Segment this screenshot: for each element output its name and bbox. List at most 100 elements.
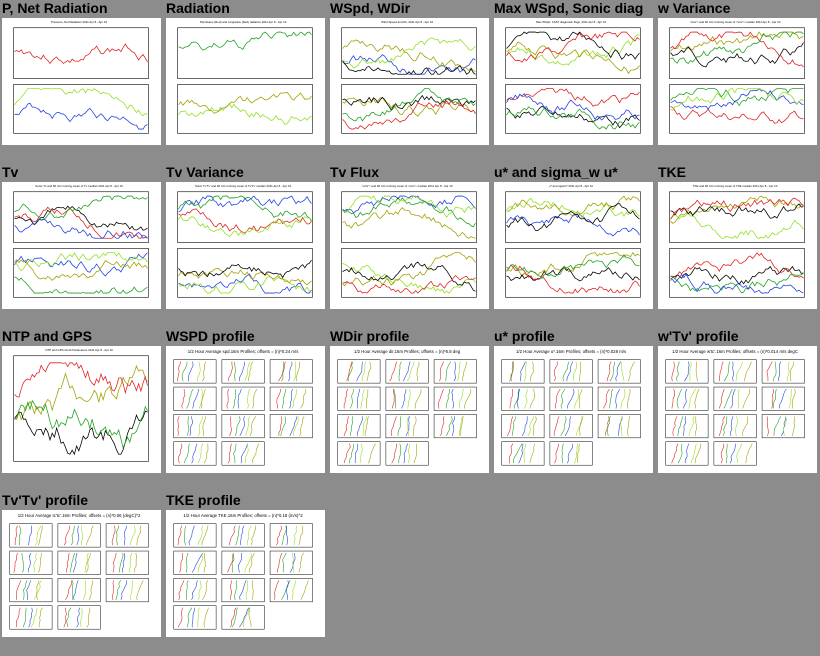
series-line	[178, 195, 312, 213]
thumbnail-image-link[interactable]: NTP and GPS Clock Parameters 2011 Apr 8 …	[2, 346, 161, 473]
profile-line	[460, 416, 464, 436]
profile-line	[766, 416, 769, 436]
profile-line	[239, 580, 247, 600]
thumbnail-image-link[interactable]: Pressure, Net Radiation 2011 Apr 8 - Apr…	[2, 18, 161, 145]
profile-subplot	[549, 441, 593, 466]
profile-line	[518, 443, 524, 464]
thumbnail-image-link[interactable]: 1/2 Hour Average tc'tc'.16m Profiles; of…	[2, 510, 161, 637]
profile-subplot	[501, 359, 545, 384]
thumbnail-title: TKE	[658, 164, 686, 180]
profile-subplot	[665, 414, 709, 439]
thumbnail-image-link[interactable]: Wind Speed and Dir, 2011 Apr 8 - Apr 10	[330, 18, 489, 145]
series-line	[506, 253, 640, 280]
series-line	[178, 31, 312, 51]
thumbnail-image-link[interactable]: <w'tv'> and 60 min running mean of <w'tv…	[330, 182, 489, 309]
profile-line	[791, 416, 796, 436]
profile-line	[510, 361, 514, 382]
profile-line	[735, 416, 738, 436]
thumbnail-plot: 1/2 Hour Average dir.16m Profiles; offse…	[337, 349, 477, 466]
profile-line	[112, 552, 117, 573]
profile-line	[233, 361, 237, 382]
profile-line	[729, 416, 734, 436]
profile-line	[237, 552, 242, 573]
thumbnail-image-link[interactable]: Max WSpd, CSAT diagnostic flags, 2011 Ap…	[494, 18, 653, 145]
profile-line	[766, 361, 773, 382]
profile-line	[115, 580, 121, 600]
profile-line	[295, 361, 300, 382]
profile-line	[203, 607, 209, 628]
thumbnail-image-link[interactable]: 1/2 Hour Average w'tc'.16m Profiles; off…	[658, 346, 817, 473]
series-line	[506, 41, 640, 75]
series-line	[670, 265, 804, 286]
series-line	[670, 272, 804, 294]
plot-panel	[505, 84, 641, 134]
profile-line	[282, 388, 287, 409]
profile-subplot	[221, 605, 265, 630]
profile-line	[185, 552, 188, 573]
thumbnail-image-link[interactable]: <w'w'> and 60 min running mean of <w'w'>…	[658, 18, 817, 145]
thumbnail-plot: u* and sigw/u* 2011 Apr 8 - Apr 10	[505, 184, 641, 298]
series-line	[670, 31, 804, 52]
series-line	[178, 208, 312, 234]
profile-line	[554, 388, 561, 409]
profile-line	[226, 388, 229, 409]
series-line	[670, 197, 804, 220]
chart-caption: NTP and GPS Clock Parameters 2011 Apr 8 …	[45, 348, 113, 352]
profile-line	[38, 607, 43, 628]
thumbnail-image-link[interactable]: Sonic Tv and 60 min running mean of Tv m…	[2, 182, 161, 309]
profile-line	[354, 443, 359, 464]
chart-caption: Wind Speed and Dir, 2011 Apr 8 - Apr 10	[381, 20, 433, 24]
profile-subplot	[173, 414, 217, 439]
series-line	[506, 88, 640, 107]
profile-line	[288, 361, 293, 382]
thumbnail-plot: Max WSpd, CSAT diagnostic flags, 2011 Ap…	[505, 20, 641, 134]
profile-line	[248, 361, 254, 382]
thumbnail-image-link[interactable]: u* and sigw/u* 2011 Apr 8 - Apr 10	[494, 182, 653, 309]
profile-line	[38, 552, 43, 573]
profile-line	[566, 361, 574, 382]
profile-subplot	[337, 359, 381, 384]
profile-subplot	[105, 550, 149, 575]
thumbnail-plot: 1/2 Hour Average TKE.16m Profiles; offse…	[173, 513, 313, 630]
thumbnail-cell: WSPD profile 1/2 Hour Average spd.16m Pro…	[164, 328, 328, 492]
profile-line	[393, 388, 397, 409]
profile-line	[578, 388, 583, 409]
thumbnail-image-link[interactable]: 1/2 Hour Average dir.16m Profiles; offse…	[330, 346, 489, 473]
chart-caption: TKE and 60 min running mean of TKE media…	[693, 184, 778, 188]
series-line	[178, 215, 312, 238]
thumbnail-cell: w'Tv' profile 1/2 Hour Average w'tc'.16m …	[656, 328, 820, 492]
thumbnail-image-link[interactable]: 1/2 Hour Average spd.16m Profiles; offse…	[166, 346, 325, 473]
profile-subplot	[173, 359, 217, 384]
profile-subplot	[713, 414, 757, 439]
profile-subplot	[9, 578, 53, 603]
profile-line	[121, 552, 126, 573]
profile-line	[416, 361, 420, 382]
thumbnail-image-link[interactable]: Sonic Tv'Tv' and 60 min running mean of …	[166, 182, 325, 309]
profile-line	[397, 416, 402, 436]
profile-subplot	[57, 550, 101, 575]
profile-line	[524, 388, 528, 409]
profile-line	[782, 416, 787, 436]
series-line	[14, 218, 148, 239]
thumbnail-image-link[interactable]: 1/2 Hour Average TKE.16m Profiles; offse…	[166, 510, 325, 637]
thumbnail-image-link[interactable]: 1/2 Hour Average u*.16m Profiles; offset…	[494, 346, 653, 473]
profile-subplot	[337, 441, 381, 466]
profile-line	[347, 361, 354, 382]
series-line	[14, 88, 148, 117]
thumbnail-cell: u* profile 1/2 Hour Average u*.16m Profil…	[492, 328, 656, 492]
profile-subplot	[501, 386, 545, 411]
series-line	[342, 97, 476, 117]
profile-line	[197, 443, 204, 464]
series-line	[506, 34, 640, 66]
profile-line	[773, 361, 777, 382]
thumbnail-image-link[interactable]: TKE and 60 min running mean of TKE media…	[658, 182, 817, 309]
profile-line	[391, 443, 398, 464]
thumbnail-image-link[interactable]: Shortwave (Red) and Longwave (Red) radia…	[166, 18, 325, 145]
profile-line	[178, 443, 183, 464]
series-line	[670, 203, 804, 219]
profile-line	[360, 388, 365, 409]
profile-line	[239, 361, 245, 382]
profile-subplot	[269, 414, 313, 439]
profile-line	[459, 388, 464, 409]
profile-line	[723, 388, 733, 409]
